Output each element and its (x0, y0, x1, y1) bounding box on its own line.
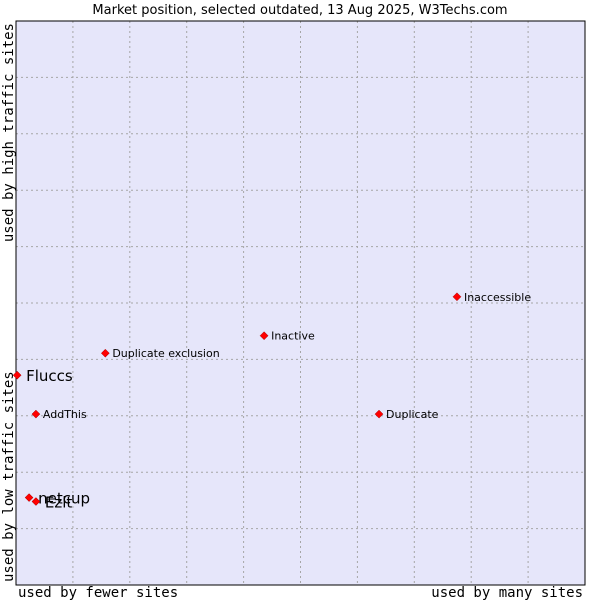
plot-border (15, 20, 586, 586)
data-point-marker (24, 493, 34, 502)
data-point-marker (12, 370, 22, 380)
data-point-marker (452, 292, 462, 302)
data-point-label: Duplicate (386, 408, 439, 421)
data-point-marker (374, 409, 384, 419)
data-points: Inaccessible Inactive Duplicate exclusion F… (12, 291, 531, 512)
data-point-label: netcup (38, 490, 90, 508)
data-point-label: Duplicate exclusion (112, 347, 219, 360)
data-point-label: Inactive (271, 330, 315, 343)
chart-title: Market position, selected outdated, 13 A… (92, 3, 507, 18)
data-point-marker (259, 331, 269, 341)
grid-lines (16, 21, 585, 585)
data-point-label: Ezlt (45, 494, 73, 512)
x-axis-label-left: used by fewer sites (18, 585, 178, 600)
data-point-marker (31, 409, 41, 419)
data-point-label: AddThis (43, 408, 87, 421)
y-axis-label-bottom: used by low traffic sites (1, 371, 17, 582)
data-point-marker (31, 497, 41, 506)
y-axis-label-top: used by high traffic sites (1, 23, 17, 242)
x-axis-label-right: used by many sites (431, 585, 583, 600)
data-point-label: Fluccs (26, 367, 73, 385)
data-point-label: Inaccessible (464, 291, 531, 304)
data-point-marker (100, 348, 110, 358)
